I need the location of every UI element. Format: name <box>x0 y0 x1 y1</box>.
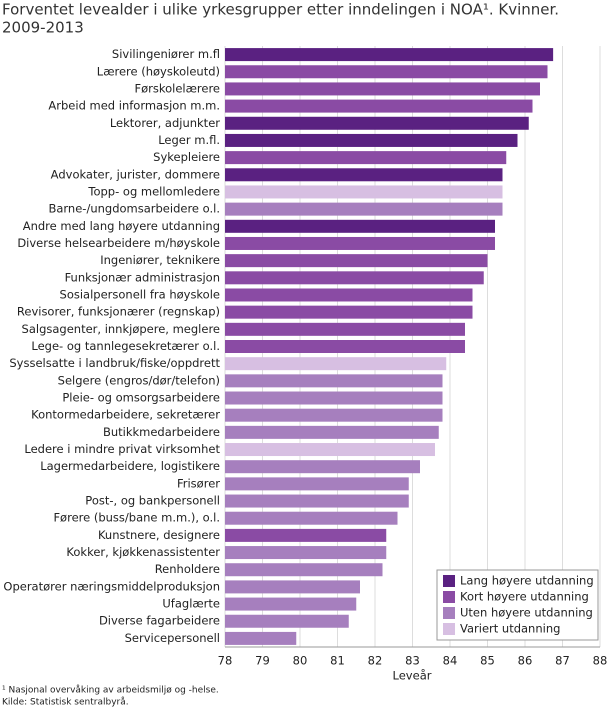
bar <box>225 391 443 405</box>
y-tick-label: Topp- og mellomledere <box>87 184 220 198</box>
bar <box>225 511 398 525</box>
x-tick-label: 84 <box>443 654 458 668</box>
y-tick-label: Salgsagenter, innkjøpere, meglere <box>22 322 220 336</box>
y-tick-label: Post-, og bankpersonell <box>85 494 220 508</box>
bar <box>225 322 465 336</box>
bar <box>225 168 503 182</box>
legend-swatch <box>443 607 455 619</box>
y-tick-label: Ufaglærte <box>162 597 220 611</box>
bar <box>225 65 548 79</box>
legend-swatch <box>443 591 455 603</box>
y-tick-label: Funksjonær administrasjon <box>65 270 220 284</box>
y-tick-label: Lege- og tannlegesekretærer o.l. <box>31 339 220 353</box>
bar <box>225 48 554 62</box>
x-tick-label: 85 <box>480 654 495 668</box>
x-tick-label: 83 <box>405 654 420 668</box>
bar <box>225 494 409 508</box>
y-tick-label: Leger m.fl. <box>158 133 220 147</box>
y-tick-label: Renholdere <box>155 562 220 576</box>
bar <box>225 357 447 371</box>
bar <box>225 597 357 611</box>
y-tick-label: Lagermedarbeidere, logistikere <box>40 459 220 473</box>
legend-box <box>436 569 599 641</box>
legend-label: Variert utdanning <box>460 622 560 636</box>
legend-swatch <box>443 575 455 587</box>
x-tick-label: 86 <box>518 654 533 668</box>
y-tick-label: Selgere (engros/dør/telefon) <box>58 373 220 387</box>
source: Kilde: Statistisk sentralbyrå. <box>2 697 129 708</box>
bar <box>225 580 360 594</box>
y-tick-label: Diverse helsearbeidere m/høyskole <box>17 236 220 250</box>
chart-title: Forventet levealder i ulike yrkesgrupper… <box>2 1 559 19</box>
footnote: ¹ Nasjonal overvåking av arbeidsmiljø og… <box>2 685 219 696</box>
bar <box>225 477 409 491</box>
chart-title: 2009-2013 <box>2 19 84 37</box>
bar <box>225 460 420 474</box>
bar <box>225 254 488 268</box>
bar <box>225 202 503 216</box>
x-tick-label: 87 <box>555 654 570 668</box>
bar <box>225 374 443 388</box>
bar <box>225 563 383 577</box>
y-tick-label: Førskolelærere <box>134 81 220 95</box>
x-tick-label: 82 <box>368 654 383 668</box>
bar <box>225 340 465 353</box>
x-tick-label: 81 <box>330 654 345 668</box>
x-axis-label: Leveår <box>393 669 432 683</box>
y-tick-label: Advokater, jurister, dommere <box>51 167 220 181</box>
y-tick-label: Kontormedarbeidere, sekretærer <box>31 408 220 422</box>
y-tick-label: Sykepleiere <box>153 150 220 164</box>
legend-label: Lang høyere utdanning <box>460 574 594 588</box>
y-tick-label: Sysselsatte i landbruk/fiske/oppdrett <box>9 356 220 370</box>
y-tick-label: Revisorer, funksjonærer (regnskap) <box>17 305 220 319</box>
y-tick-label: Andre med lang høyere utdanning <box>23 219 220 233</box>
y-tick-label: Sivilingeniører m.fl <box>112 47 220 61</box>
y-tick-label: Arbeid med informasjon m.m. <box>48 99 220 113</box>
bar <box>225 236 495 250</box>
bar <box>225 614 349 628</box>
legend-label: Uten høyere utdanning <box>460 606 593 620</box>
bar <box>225 528 387 542</box>
y-tick-label: Pleie- og omsorgsarbeidere <box>62 391 220 405</box>
bar <box>225 116 529 130</box>
legend-label: Kort høyere utdanning <box>460 590 589 604</box>
x-tick-label: 79 <box>255 654 270 668</box>
bar <box>225 288 473 302</box>
y-tick-label: Diverse fagarbeidere <box>99 614 220 628</box>
legend-swatch <box>443 623 455 635</box>
bar <box>225 82 540 96</box>
y-tick-label: Sosialpersonell fra høyskole <box>60 287 220 301</box>
y-tick-label: Førere (buss/bane m.m.), o.l. <box>53 511 220 525</box>
x-tick-label: 88 <box>593 654 608 668</box>
y-tick-label: Barne-/ungdomsarbeidere o.l. <box>48 202 220 216</box>
bar <box>225 185 503 199</box>
y-tick-label: Butikkmedarbeidere <box>103 425 220 439</box>
y-tick-label: Servicepersonell <box>125 631 220 645</box>
y-tick-label: Lektorer, adjunkter <box>110 116 220 130</box>
bar <box>225 99 533 113</box>
bar <box>225 271 484 285</box>
bar <box>225 305 473 319</box>
y-tick-label: Kokker, kjøkkenassistenter <box>66 545 220 559</box>
x-tick-label: 80 <box>293 654 308 668</box>
bar <box>225 425 439 439</box>
y-tick-label: Ledere i mindre privat virksomhet <box>24 442 220 456</box>
bar <box>225 631 297 645</box>
bar <box>225 219 495 233</box>
bar <box>225 151 507 165</box>
y-tick-label: Ingeniører, teknikere <box>100 253 220 267</box>
y-tick-label: Lærere (høyskoleutd) <box>97 64 220 78</box>
bar <box>225 133 518 147</box>
bar <box>225 443 435 457</box>
bar <box>225 546 387 560</box>
y-tick-label: Frisører <box>177 476 220 490</box>
bar <box>225 408 443 422</box>
y-tick-label: Kunstnere, designere <box>98 528 220 542</box>
y-tick-label: Operatører næringsmiddelproduksjon <box>3 579 220 593</box>
x-tick-label: 78 <box>218 654 233 668</box>
